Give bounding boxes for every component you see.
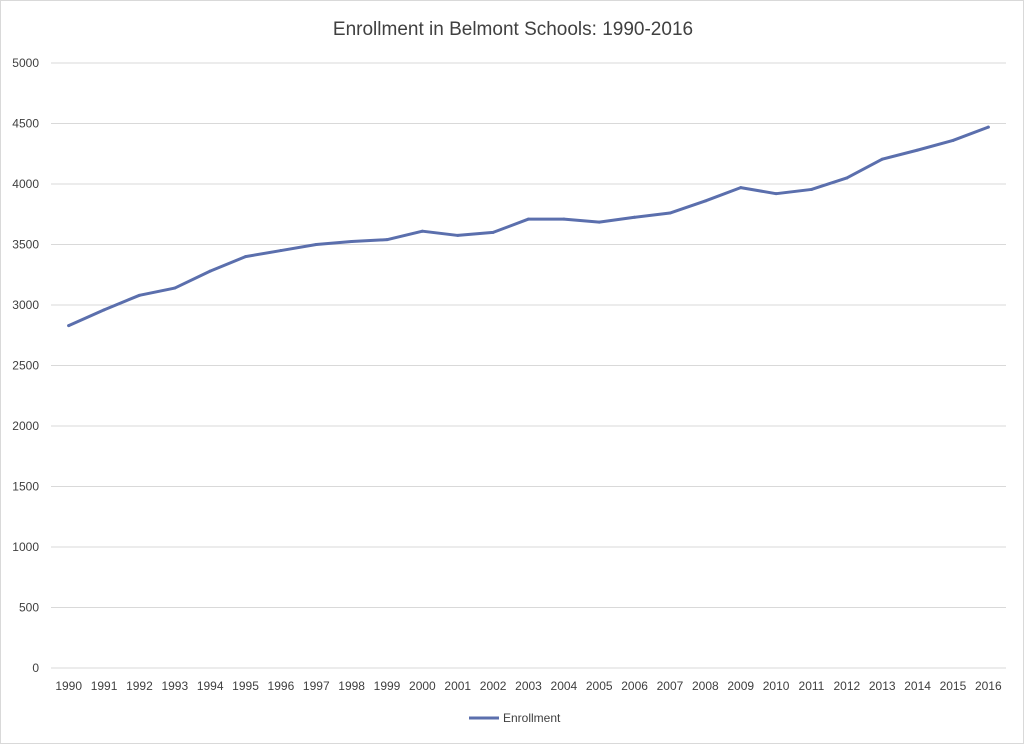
data-point-2001 bbox=[456, 233, 460, 237]
x-tick-label: 1998 bbox=[338, 679, 365, 693]
data-point-2015 bbox=[951, 138, 955, 142]
data-point-2009 bbox=[739, 186, 743, 190]
y-tick-label: 1000 bbox=[12, 540, 39, 554]
x-tick-label: 2010 bbox=[763, 679, 790, 693]
x-tick-label: 1997 bbox=[303, 679, 330, 693]
data-point-2011 bbox=[809, 187, 813, 191]
x-tick-label: 2006 bbox=[621, 679, 648, 693]
x-tick-label: 2001 bbox=[444, 679, 471, 693]
y-tick-label: 3500 bbox=[12, 238, 39, 252]
data-point-2014 bbox=[916, 148, 920, 152]
y-tick-label: 2500 bbox=[12, 359, 39, 373]
y-tick-label: 2000 bbox=[12, 419, 39, 433]
data-point-1991 bbox=[102, 308, 106, 312]
data-point-2000 bbox=[420, 229, 424, 233]
x-tick-label: 1990 bbox=[55, 679, 82, 693]
data-point-1996 bbox=[279, 249, 283, 253]
data-point-1997 bbox=[314, 243, 318, 246]
data-point-1999 bbox=[385, 238, 389, 242]
legend: Enrollment bbox=[469, 711, 561, 725]
legend-label-enrollment: Enrollment bbox=[503, 711, 561, 725]
data-point-2016 bbox=[986, 125, 990, 129]
y-tick-label: 500 bbox=[19, 601, 39, 615]
data-point-1995 bbox=[244, 255, 248, 259]
series-line-enrollment bbox=[67, 125, 990, 328]
y-tick-label: 5000 bbox=[12, 56, 39, 70]
x-tick-label: 1992 bbox=[126, 679, 153, 693]
x-tick-label: 2003 bbox=[515, 679, 542, 693]
x-tick-label: 1993 bbox=[161, 679, 188, 693]
chart-title: Enrollment in Belmont Schools: 1990-2016 bbox=[333, 19, 693, 40]
data-point-1990 bbox=[67, 324, 71, 328]
gridlines bbox=[51, 62, 1006, 669]
data-point-2007 bbox=[668, 211, 672, 215]
y-tick-label: 4500 bbox=[12, 117, 39, 131]
data-point-1993 bbox=[173, 286, 177, 290]
x-tick-label: 2000 bbox=[409, 679, 436, 693]
data-point-2002 bbox=[491, 230, 495, 234]
y-tick-label: 4000 bbox=[12, 177, 39, 191]
data-point-2013 bbox=[880, 157, 884, 161]
y-tick-label: 3000 bbox=[12, 298, 39, 312]
data-point-2005 bbox=[597, 220, 601, 224]
x-axis-ticks: 1990 1991 1992 1993 1994 1995 1996 1997 1998 1999… bbox=[55, 679, 1002, 693]
x-tick-label: 1995 bbox=[232, 679, 259, 693]
x-tick-label: 2014 bbox=[904, 679, 931, 693]
x-tick-label: 2009 bbox=[727, 679, 754, 693]
x-tick-label: 1991 bbox=[91, 679, 118, 693]
y-tick-label: 0 bbox=[32, 661, 39, 675]
data-point-1994 bbox=[208, 269, 212, 273]
x-tick-label: 2011 bbox=[799, 679, 825, 693]
x-tick-label: 2016 bbox=[975, 679, 1002, 693]
x-tick-label: 2002 bbox=[480, 679, 507, 693]
data-point-2004 bbox=[562, 217, 566, 221]
data-point-2010 bbox=[774, 192, 778, 196]
x-tick-label: 2007 bbox=[657, 679, 684, 693]
x-tick-label: 2004 bbox=[551, 679, 578, 693]
series-layer bbox=[67, 125, 990, 328]
x-tick-label: 2013 bbox=[869, 679, 896, 693]
x-tick-label: 2005 bbox=[586, 679, 613, 693]
y-tick-label: 1500 bbox=[12, 480, 39, 494]
x-tick-label: 1999 bbox=[374, 679, 401, 693]
data-point-2012 bbox=[845, 176, 849, 180]
data-point-2008 bbox=[703, 199, 707, 203]
data-point-1992 bbox=[137, 293, 141, 297]
y-axis-ticks: 0 500 1000 1500 2000 2500 3000 3500 4000 4500 5000 bbox=[12, 56, 39, 675]
x-tick-label: 2012 bbox=[833, 679, 860, 693]
x-tick-label: 2008 bbox=[692, 679, 719, 693]
data-point-2003 bbox=[527, 217, 530, 221]
x-tick-label: 2015 bbox=[940, 679, 967, 693]
x-tick-label: 1996 bbox=[268, 679, 295, 693]
data-point-2006 bbox=[633, 215, 637, 219]
x-tick-label: 1994 bbox=[197, 679, 224, 693]
data-point-1998 bbox=[350, 239, 354, 243]
